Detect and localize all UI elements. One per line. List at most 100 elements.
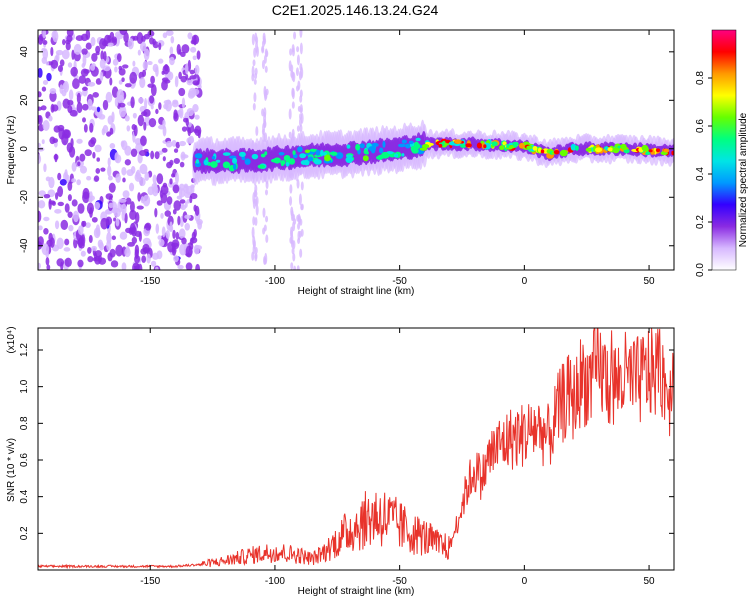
noise-blob [94, 144, 102, 153]
noise-blob [55, 192, 59, 200]
noise-blob [121, 166, 127, 176]
colorbar-tick-label: 0.2 [695, 215, 706, 229]
snr-frame [37, 327, 675, 571]
noise-blob [98, 257, 107, 265]
noise-blob [41, 243, 50, 256]
noise-blob [137, 114, 145, 127]
noise-blob [195, 263, 200, 270]
noise-blob [92, 151, 96, 159]
ridge-core [210, 162, 218, 166]
x-tick-label: 0 [522, 276, 528, 287]
noise-blob [189, 237, 194, 246]
streak-blob [263, 224, 267, 232]
ridge-core [244, 158, 251, 165]
ridge-core [414, 141, 419, 147]
noise-blob [197, 220, 203, 230]
noise-blob [100, 167, 106, 172]
streak-blob [261, 45, 265, 52]
noise-blob [66, 142, 73, 153]
noise-blob [86, 175, 92, 181]
noise-blob [82, 220, 87, 227]
noise-blob [42, 120, 50, 131]
ridge-core [304, 159, 310, 166]
noise-blob [85, 222, 91, 229]
noise-blob [57, 65, 64, 72]
y-axis-label: SNR (10 * v/v) [6, 438, 17, 502]
noise-blob [66, 35, 73, 43]
noise-blob [160, 212, 164, 219]
ridge-core [307, 156, 314, 162]
y-tick-label: 0.4 [19, 489, 30, 503]
streak-blob [253, 92, 257, 103]
noise-blob [173, 200, 182, 211]
noise-blob [88, 139, 96, 148]
noise-blob [169, 56, 175, 66]
ridge-core [335, 152, 344, 159]
streak-blob [296, 46, 300, 53]
noise-blob [121, 77, 125, 83]
streak-blob [290, 70, 294, 78]
ridge-core [540, 149, 545, 154]
noise-blob [79, 165, 87, 174]
noise-blob [113, 217, 117, 222]
streak-blob [289, 196, 293, 206]
noise-blob [151, 182, 158, 192]
noise-blob [139, 177, 146, 187]
noise-blob [128, 182, 135, 192]
noise-blob [45, 257, 50, 266]
noise-blob [95, 78, 102, 85]
ridge-core [297, 146, 303, 153]
noise-blob [57, 201, 65, 207]
noise-blob [165, 30, 174, 36]
noise-blob [191, 88, 200, 96]
noise-blob [68, 89, 74, 101]
noise-blob [64, 169, 68, 178]
streak-blob [299, 248, 303, 258]
streak-blob [251, 73, 255, 82]
ridge-core [215, 159, 221, 163]
noise-blob [184, 222, 190, 231]
noise-blob [96, 157, 100, 162]
noise-blob [82, 86, 88, 91]
noise-blob [50, 46, 54, 57]
noise-blob [95, 51, 100, 56]
ridge-core [371, 147, 376, 154]
streak-blob [292, 252, 296, 262]
noise-blob [77, 259, 84, 268]
noise-blob [57, 124, 65, 132]
ridge-core [313, 158, 322, 165]
noise-blob [108, 182, 116, 193]
noise-blob [150, 150, 155, 160]
y-tick-label: 0.8 [19, 416, 30, 430]
noise-blob [55, 49, 64, 56]
noise-blob [162, 32, 168, 39]
ridge-core [292, 150, 296, 156]
ridge-core [513, 142, 518, 148]
noise-blob [38, 190, 46, 197]
noise-blob [61, 49, 70, 60]
noise-blob [188, 135, 194, 144]
noise-blob [67, 181, 73, 192]
noise-blob [62, 38, 66, 46]
ridge-core [617, 145, 621, 149]
noise-blob [89, 64, 96, 71]
streak-blob [290, 262, 294, 270]
noise-blob [71, 162, 77, 172]
streak-blob [264, 48, 268, 57]
streak-blob [252, 244, 256, 255]
noise-blob [41, 47, 46, 53]
ridge-core [315, 149, 321, 156]
noise-blob [38, 91, 42, 98]
ridge-core [299, 153, 307, 159]
noise-blob [62, 98, 70, 109]
noise-blob [163, 99, 172, 105]
noise-blob [186, 79, 194, 86]
ridge-core [570, 143, 577, 151]
ridge-core [322, 152, 327, 156]
noise-blob [165, 229, 170, 239]
noise-blob [169, 46, 174, 55]
noise-blob [132, 112, 137, 119]
x-tick-label: -100 [265, 576, 285, 587]
ridge-core [381, 151, 389, 159]
noise-blob [131, 236, 138, 244]
